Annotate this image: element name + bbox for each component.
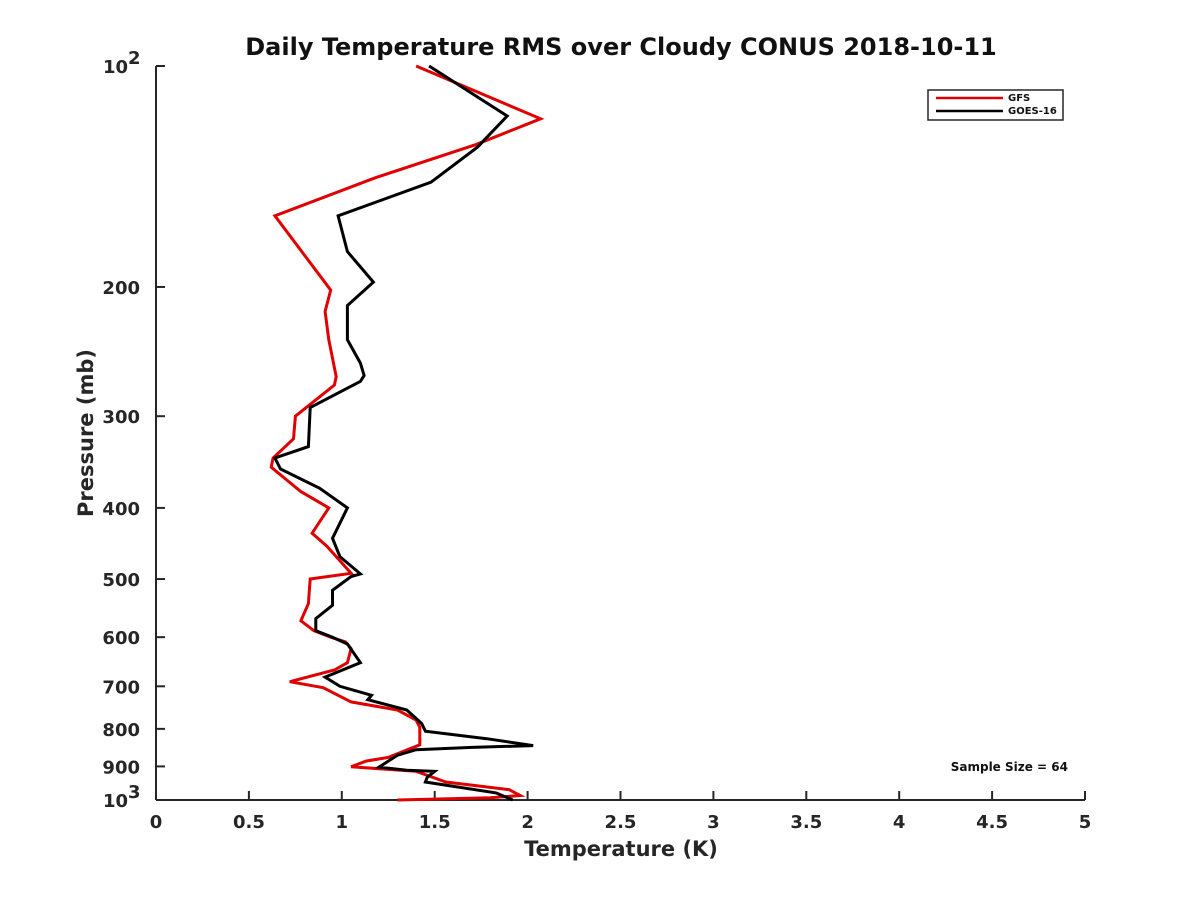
series-group [269, 64, 545, 802]
x-tick-label: 2.5 [605, 812, 637, 833]
x-tick-label: 3 [707, 812, 720, 833]
y-tick-label: 600 [102, 628, 140, 649]
x-axis-label: Temperature (K) [524, 837, 718, 861]
y-tick-label: 400 [102, 499, 140, 520]
legend-box [927, 89, 1064, 121]
series-line-goes16 [272, 64, 534, 802]
x-tick-label: 4 [893, 812, 906, 833]
plot-area: 0 0.5 1 1.5 2 2.5 3 3.5 4 4.5 5 10 2200300400500600… [102, 48, 1091, 833]
y-tick-label: 10 [103, 57, 128, 78]
y-tick-label: 500 [102, 570, 140, 591]
y-tick-label: 10 [103, 791, 128, 812]
y-tick-label: 300 [102, 407, 140, 428]
x-axis-ticks: 0 0.5 1 1.5 2 2.5 3 3.5 4 4.5 5 [150, 791, 1092, 833]
x-tick-label: 1 [336, 812, 349, 833]
x-tick-label: 5 [1079, 812, 1092, 833]
legend-label-gfs: GFS [1008, 93, 1030, 104]
sample-size-annotation: Sample Size = 64 [951, 760, 1068, 774]
y-tick-exponent: 3 [128, 782, 141, 803]
y-tick-label: 200 [102, 278, 140, 299]
x-tick-label: 2 [521, 812, 534, 833]
y-tick-label: 700 [102, 677, 140, 698]
y-axis-label: Pressure (mb) [74, 349, 98, 517]
x-tick-label: 1.5 [419, 812, 451, 833]
x-tick-label: 0.5 [233, 812, 265, 833]
x-tick-label: 4.5 [976, 812, 1008, 833]
y-tick-label: 900 [102, 757, 140, 778]
x-tick-label: 0 [150, 812, 163, 833]
legend: GFS GOES-16 [927, 89, 1064, 121]
y-tick-label: 800 [102, 720, 140, 741]
x-tick-label: 3.5 [790, 812, 822, 833]
chart-title: Daily Temperature RMS over Cloudy CONUS … [245, 33, 997, 61]
series-line-gfs [269, 64, 545, 802]
legend-label-goes16: GOES-16 [1008, 106, 1057, 117]
y-tick-exponent: 2 [128, 48, 141, 69]
